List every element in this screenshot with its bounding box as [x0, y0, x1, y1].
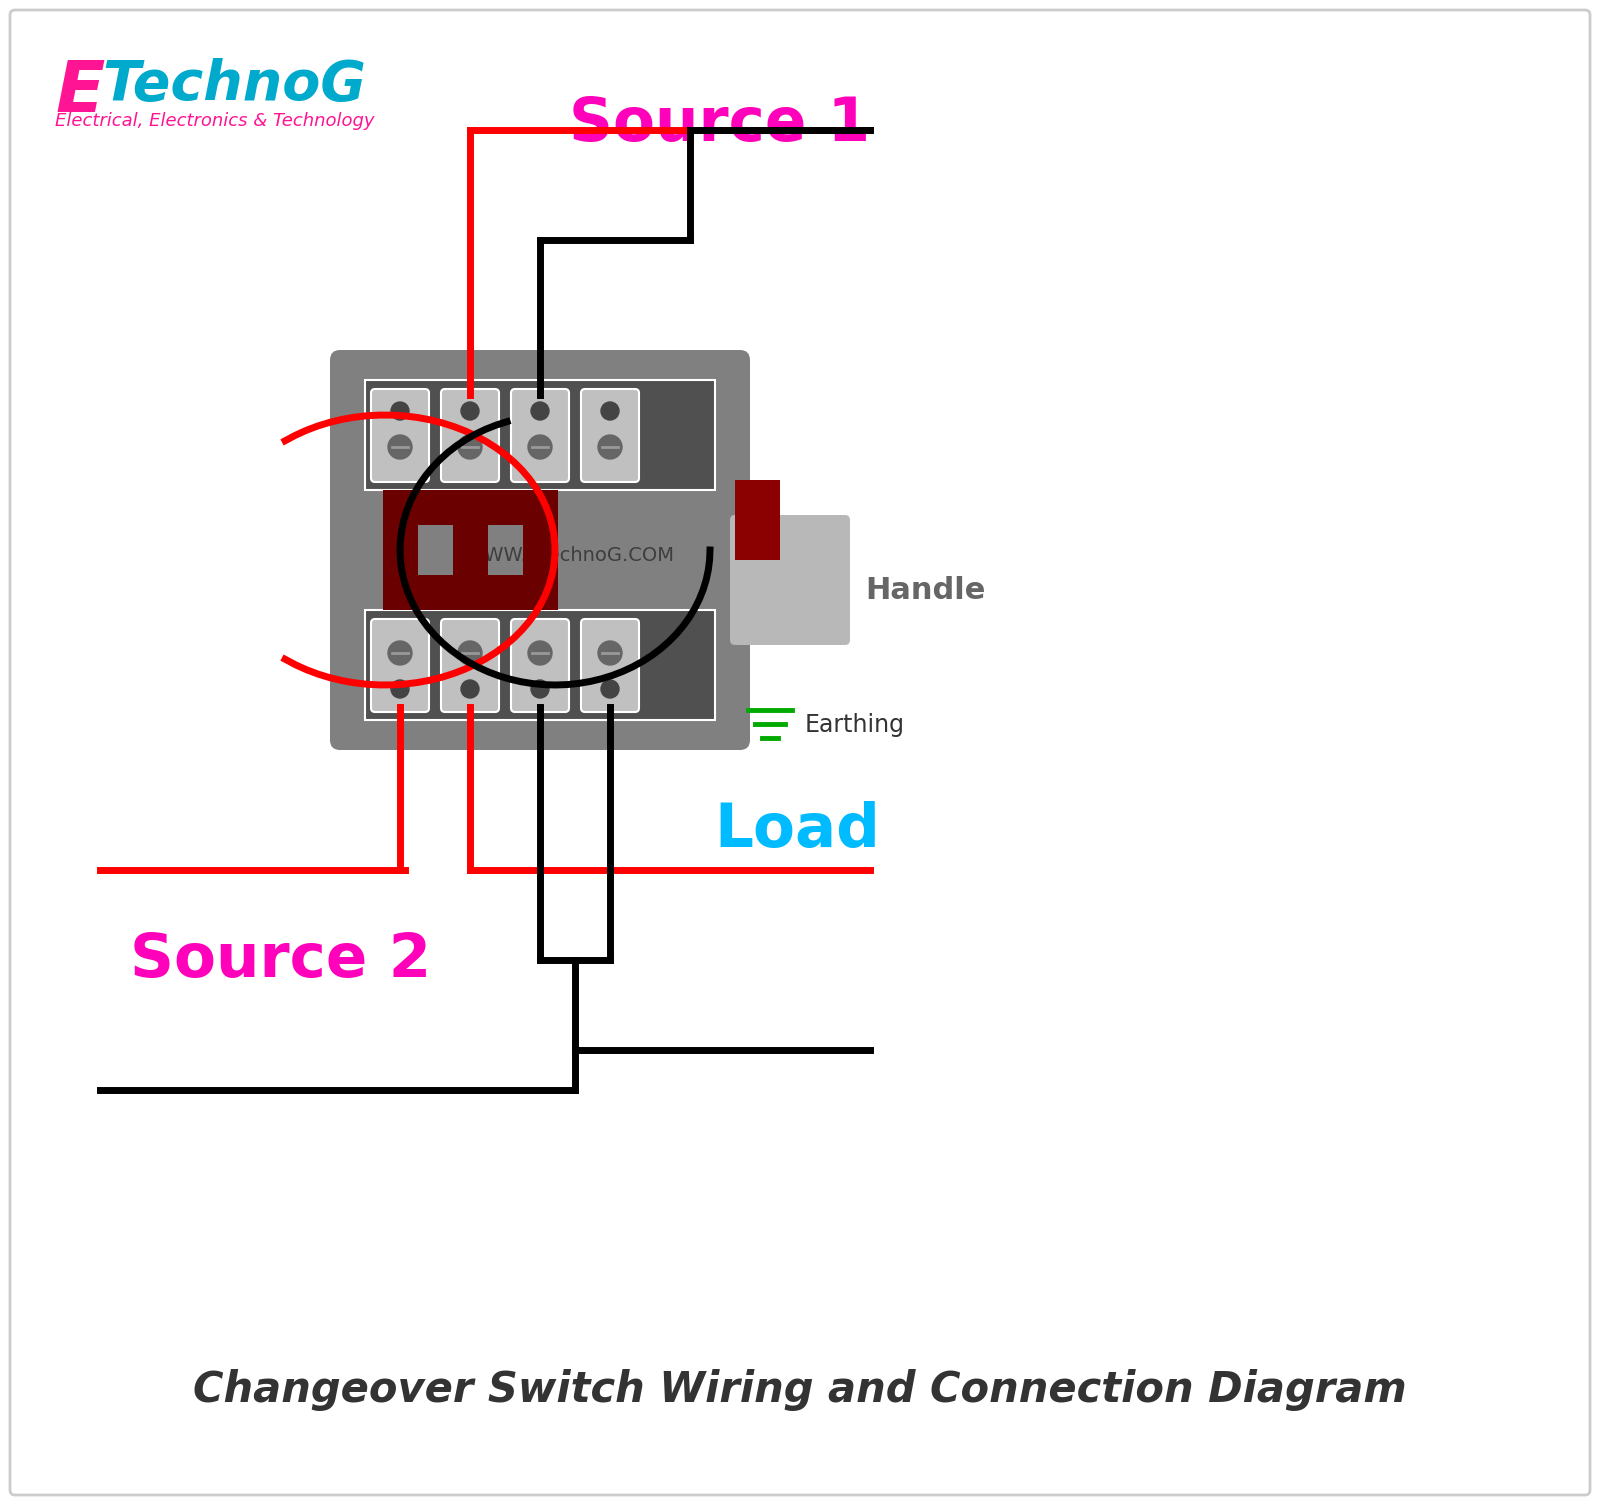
Bar [382, 491, 558, 525]
Bar [453, 491, 488, 610]
Text: WWW.ETechnoG.COM: WWW.ETechnoG.COM [466, 545, 675, 564]
Circle shape [387, 641, 413, 665]
Circle shape [458, 641, 482, 665]
Text: Earthing: Earthing [805, 713, 906, 737]
FancyBboxPatch shape [442, 619, 499, 712]
Circle shape [387, 435, 413, 459]
Text: Load: Load [714, 801, 880, 859]
Text: Changeover Switch Wiring and Connection Diagram: Changeover Switch Wiring and Connection … [194, 1370, 1406, 1412]
FancyBboxPatch shape [371, 388, 429, 482]
Text: Electrical, Electronics & Technology: Electrical, Electronics & Technology [54, 111, 374, 129]
Circle shape [458, 435, 482, 459]
Circle shape [602, 680, 619, 698]
Circle shape [531, 402, 549, 420]
Circle shape [461, 680, 478, 698]
Circle shape [390, 402, 410, 420]
FancyBboxPatch shape [330, 351, 750, 749]
Circle shape [598, 435, 622, 459]
FancyBboxPatch shape [365, 610, 715, 719]
FancyBboxPatch shape [581, 388, 638, 482]
FancyBboxPatch shape [365, 379, 715, 491]
Text: Source 2: Source 2 [130, 930, 432, 989]
Circle shape [602, 402, 619, 420]
FancyBboxPatch shape [581, 619, 638, 712]
FancyBboxPatch shape [730, 515, 850, 646]
Bar [734, 480, 781, 560]
Circle shape [531, 680, 549, 698]
FancyBboxPatch shape [371, 619, 429, 712]
Text: Handle: Handle [866, 575, 986, 605]
Circle shape [390, 680, 410, 698]
Circle shape [528, 641, 552, 665]
Text: TechnoG: TechnoG [102, 59, 366, 111]
Bar [523, 491, 558, 610]
Text: E: E [54, 59, 104, 126]
Circle shape [461, 402, 478, 420]
Text: Source 1: Source 1 [570, 95, 870, 154]
Bar [382, 491, 418, 610]
Bar [382, 575, 558, 610]
Circle shape [528, 435, 552, 459]
Circle shape [598, 641, 622, 665]
FancyBboxPatch shape [510, 388, 570, 482]
FancyBboxPatch shape [510, 619, 570, 712]
FancyBboxPatch shape [442, 388, 499, 482]
FancyBboxPatch shape [10, 11, 1590, 1494]
